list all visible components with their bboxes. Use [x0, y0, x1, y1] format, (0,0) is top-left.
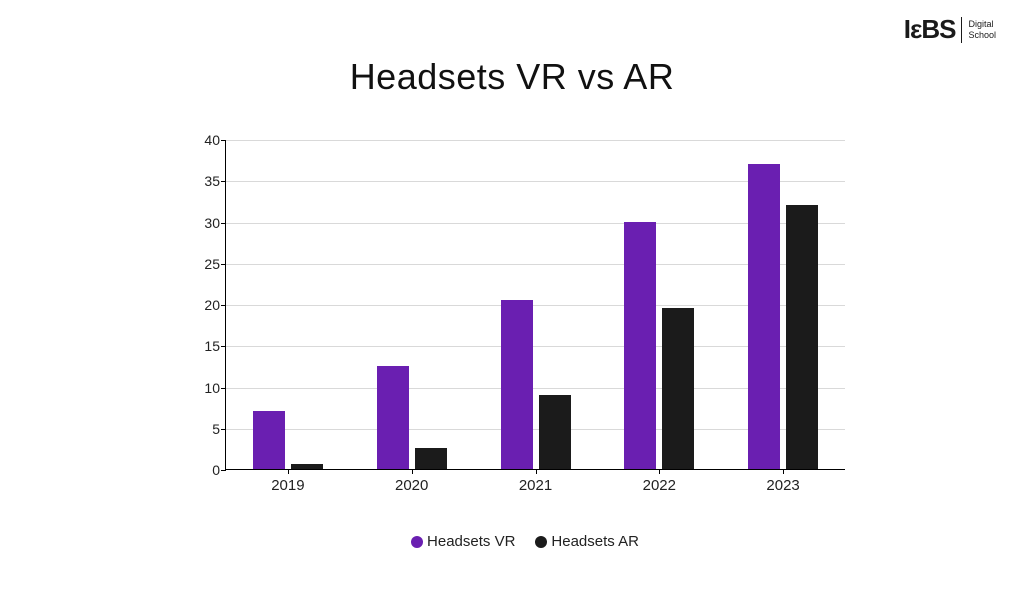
y-axis-tick-mark — [221, 388, 226, 389]
x-axis-tick-mark — [783, 469, 784, 474]
y-axis-tick-label: 0 — [198, 462, 220, 478]
legend-label: Headsets VR — [427, 533, 515, 550]
legend-label: Headsets AR — [551, 533, 639, 550]
x-axis-tick-mark — [288, 469, 289, 474]
bar-group: 2020 — [377, 366, 447, 469]
y-axis-tick-mark — [221, 305, 226, 306]
y-axis-tick-label: 15 — [198, 338, 220, 354]
x-axis-tick-mark — [659, 469, 660, 474]
chart-plot-area: 051015202530354020192020202120222023 — [225, 140, 845, 470]
y-axis-tick-mark — [221, 140, 226, 141]
x-axis-tick-label: 2022 — [643, 477, 676, 494]
y-axis-tick-mark — [221, 346, 226, 347]
x-axis-tick-label: 2021 — [519, 477, 552, 494]
brand-logo-divider — [961, 17, 962, 43]
x-axis-tick-label: 2020 — [395, 477, 428, 494]
y-axis-tick-label: 25 — [198, 256, 220, 272]
chart-container: 0 5 10 15 20 25 30 35 40 2019 2020 2021 2022 2023 Hea… — [195, 130, 855, 550]
brand-logo-mark: IεBS — [904, 14, 956, 45]
y-axis-tick-mark — [221, 181, 226, 182]
bar-headsets-ar — [415, 448, 447, 469]
legend-item: Headsets AR — [535, 533, 639, 550]
legend-marker-icon — [535, 536, 547, 548]
y-axis-tick-label: 5 — [198, 421, 220, 437]
y-axis-tick-mark — [221, 429, 226, 430]
chart-title: Headsets VR vs AR — [0, 56, 1024, 98]
bar-group: 2023 — [748, 164, 818, 469]
bar-headsets-vr — [748, 164, 780, 469]
brand-logo-sub: Digital School — [968, 19, 996, 41]
brand-logo-sub-line2: School — [968, 30, 996, 40]
y-axis-tick-mark — [221, 470, 226, 471]
bar-group: 2022 — [624, 222, 694, 470]
y-axis-tick-label: 10 — [198, 380, 220, 396]
y-axis-tick-label: 20 — [198, 297, 220, 313]
bar-group: 2019 — [253, 411, 323, 469]
x-axis-tick-mark — [412, 469, 413, 474]
bar-headsets-ar — [662, 308, 694, 469]
chart-gridline — [226, 140, 845, 141]
brand-logo-sub-line1: Digital — [968, 19, 993, 29]
bar-group: 2021 — [501, 300, 571, 469]
x-axis-tick-label: 2023 — [766, 477, 799, 494]
legend-item: Headsets VR — [411, 533, 515, 550]
y-axis-tick-mark — [221, 223, 226, 224]
y-axis-tick-label: 30 — [198, 215, 220, 231]
chart-legend: Headsets VR Headsets AR — [195, 533, 855, 550]
bar-headsets-ar — [786, 205, 818, 469]
brand-logo: IεBS Digital School — [904, 14, 996, 45]
bar-headsets-vr — [253, 411, 285, 469]
x-axis-tick-mark — [536, 469, 537, 474]
bar-headsets-vr — [377, 366, 409, 469]
bar-headsets-vr — [501, 300, 533, 469]
legend-marker-icon — [411, 536, 423, 548]
bar-headsets-ar — [291, 464, 323, 469]
bar-headsets-ar — [539, 395, 571, 469]
y-axis-tick-label: 40 — [198, 132, 220, 148]
y-axis-tick-mark — [221, 264, 226, 265]
y-axis-tick-label: 35 — [198, 173, 220, 189]
x-axis-tick-label: 2019 — [271, 477, 304, 494]
bar-headsets-vr — [624, 222, 656, 470]
